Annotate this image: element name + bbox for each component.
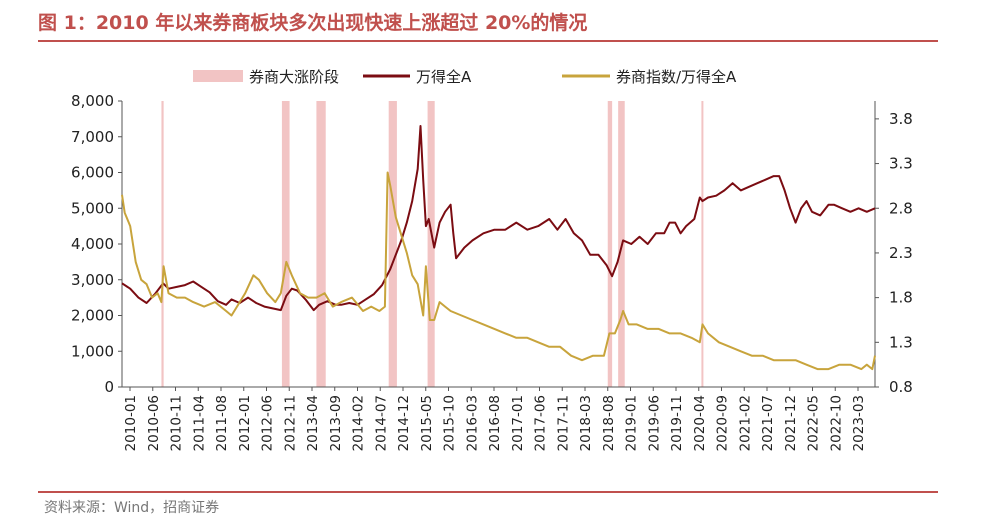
chart-svg: 券商大涨阶段 万得全A 券商指数/万得全A 0 1,000 2,000 3,000 4,… <box>71 68 913 451</box>
right-axis-ticks: 0.8 1.3 1.8 2.3 2.8 3.3 3.8 <box>875 110 913 396</box>
x-tick-label: 2022-10 <box>828 395 844 451</box>
left-tick-label: 6,000 <box>71 164 114 182</box>
x-tick-label: 2015-05 <box>419 395 435 451</box>
left-tick-label: 3,000 <box>71 271 114 289</box>
x-tick-label: 2021-07 <box>760 395 776 451</box>
x-tick-label: 2017-11 <box>555 395 571 451</box>
x-tick-label: 2014-02 <box>351 395 367 451</box>
x-tick-label: 2016-03 <box>464 395 480 451</box>
left-tick-label: 1,000 <box>71 342 114 360</box>
x-tick-label: 2018-08 <box>601 395 617 451</box>
x-tick-label: 2014-07 <box>373 395 389 451</box>
right-tick-label: 1.3 <box>889 333 913 351</box>
right-tick-label: 0.8 <box>889 378 913 396</box>
left-tick-label: 8,000 <box>71 92 114 110</box>
chart-title: 图 1：2010 年以来券商板块多次出现快速上涨超过 20%的情况 <box>38 12 588 34</box>
x-tick-label: 2012-01 <box>237 395 253 451</box>
series-line-2 <box>121 171 876 371</box>
x-tick-label: 2021-12 <box>783 395 799 451</box>
x-tick-label: 2020-04 <box>692 395 708 451</box>
x-tick-label: 2016-08 <box>487 395 503 451</box>
x-tick-label: 2021-02 <box>737 395 753 451</box>
highlight-band-3 <box>388 101 397 387</box>
right-tick-label: 2.8 <box>889 199 913 217</box>
x-tick-label: 2018-03 <box>578 395 594 451</box>
x-tick-label: 2019-01 <box>624 395 640 451</box>
x-tick-label: 2019-06 <box>646 395 662 451</box>
highlight-band-5 <box>607 101 613 387</box>
legend-band-swatch <box>193 70 243 82</box>
x-tick-label: 2022-05 <box>806 395 822 451</box>
footer-rule <box>38 491 938 493</box>
x-tick-label: 2011-04 <box>191 395 207 451</box>
highlight-band-1 <box>281 101 290 387</box>
left-tick-label: 0 <box>104 378 114 396</box>
x-tick-label: 2017-06 <box>533 395 549 451</box>
series-line-1 <box>121 125 876 312</box>
left-tick-label: 2,000 <box>71 307 114 325</box>
highlight-band-4 <box>427 101 435 387</box>
right-tick-label: 2.3 <box>889 244 913 262</box>
left-tick-label: 4,000 <box>71 235 114 253</box>
x-tick-label: 2019-11 <box>669 395 685 451</box>
legend-series1-label: 万得全A <box>416 68 472 86</box>
x-tick-label: 2013-09 <box>328 395 344 451</box>
x-tick-label: 2017-01 <box>510 395 526 451</box>
x-tick-label: 2011-08 <box>214 395 230 451</box>
x-tick-label: 2020-09 <box>715 395 731 451</box>
highlight-band-0 <box>161 101 164 387</box>
x-tick-label: 2010-01 <box>123 395 139 451</box>
x-tick-label: 2010-06 <box>146 395 162 451</box>
left-axis-ticks: 0 1,000 2,000 3,000 4,000 5,000 6,000 7,000 8,00… <box>71 92 122 396</box>
x-tick-label: 2010-11 <box>169 395 185 451</box>
x-tick-label: 2015-10 <box>442 395 458 451</box>
highlight-band-7 <box>701 101 704 387</box>
legend: 券商大涨阶段 万得全A 券商指数/万得全A <box>193 68 737 86</box>
right-tick-label: 1.8 <box>889 289 913 307</box>
highlight-band-2 <box>316 101 326 387</box>
left-tick-label: 7,000 <box>71 128 114 146</box>
x-tick-label: 2012-06 <box>260 395 276 451</box>
right-tick-label: 3.3 <box>889 155 913 173</box>
right-tick-label: 3.8 <box>889 110 913 128</box>
axes <box>121 101 876 388</box>
x-axis-ticks: 2010-01 2010-06 2010-11 2011-04 2011-08 2012-… <box>123 387 867 451</box>
title-rule <box>38 40 938 42</box>
x-tick-label: 2013-04 <box>305 395 321 451</box>
source-note: 资料来源：Wind，招商证券 <box>44 500 220 516</box>
legend-band-label: 券商大涨阶段 <box>249 68 339 86</box>
legend-series2-label: 券商指数/万得全A <box>616 68 737 86</box>
x-tick-label: 2012-11 <box>282 395 298 451</box>
x-tick-label: 2023-03 <box>851 395 867 451</box>
series-lines <box>121 125 876 371</box>
left-tick-label: 5,000 <box>71 199 114 217</box>
x-tick-label: 2014-12 <box>396 395 412 451</box>
